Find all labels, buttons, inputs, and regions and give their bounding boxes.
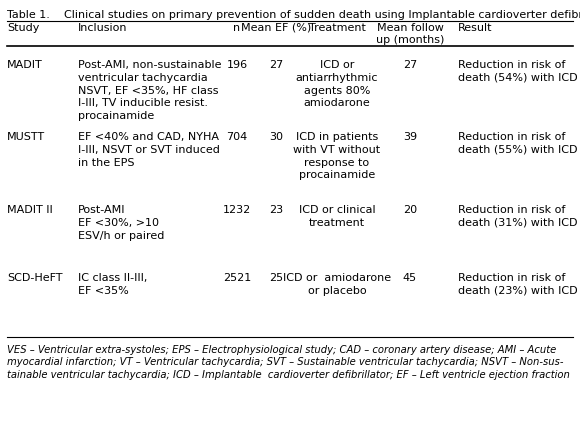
Text: Study: Study: [7, 23, 39, 33]
Text: 45: 45: [403, 272, 417, 283]
Text: IC class II-III,
EF <35%: IC class II-III, EF <35%: [78, 272, 148, 295]
Text: 196: 196: [226, 60, 248, 70]
Text: Clinical studies on primary prevention of sudden death using Implantable cardiov: Clinical studies on primary prevention o…: [57, 10, 580, 20]
Text: MADIT: MADIT: [7, 60, 43, 70]
Text: n: n: [233, 23, 241, 33]
Text: 2521: 2521: [223, 272, 251, 283]
Text: 1232: 1232: [223, 205, 251, 215]
Text: 20: 20: [403, 205, 417, 215]
Text: Post-AMI
EF <30%, >10
ESV/h or paired: Post-AMI EF <30%, >10 ESV/h or paired: [78, 205, 165, 240]
Text: 23: 23: [269, 205, 283, 215]
Text: Reduction in risk of
death (31%) with ICD: Reduction in risk of death (31%) with IC…: [458, 205, 578, 227]
Text: Table 1.: Table 1.: [7, 10, 50, 20]
Text: VES – Ventricular extra-systoles; EPS – Electrophysiological study; CAD – corona: VES – Ventricular extra-systoles; EPS – …: [7, 344, 570, 379]
Text: ICD or
antiarrhythmic
agents 80%
amiodarone: ICD or antiarrhythmic agents 80% amiodar…: [296, 60, 378, 108]
Text: EF <40% and CAD, NYHA
I-III, NSVT or SVT induced
in the EPS: EF <40% and CAD, NYHA I-III, NSVT or SVT…: [78, 132, 220, 167]
Text: MADIT II: MADIT II: [7, 205, 53, 215]
Text: 30: 30: [269, 132, 283, 141]
Text: Mean EF (%): Mean EF (%): [241, 23, 311, 33]
Text: 25: 25: [269, 272, 283, 283]
Text: ICD in patients
with VT without
response to
procainamide: ICD in patients with VT without response…: [293, 132, 380, 180]
Text: Reduction in risk of
death (54%) with ICD: Reduction in risk of death (54%) with IC…: [458, 60, 578, 83]
Text: Mean follow
up (months): Mean follow up (months): [376, 23, 444, 44]
Text: Result: Result: [458, 23, 492, 33]
Text: Inclusion: Inclusion: [78, 23, 128, 33]
Text: 39: 39: [403, 132, 417, 141]
Text: ICD or clinical
treatment: ICD or clinical treatment: [299, 205, 375, 227]
Text: MUSTT: MUSTT: [7, 132, 45, 141]
Text: ICD or  amiodarone
or placebo: ICD or amiodarone or placebo: [283, 272, 391, 295]
Text: 27: 27: [403, 60, 417, 70]
Text: SCD-HeFT: SCD-HeFT: [7, 272, 63, 283]
Text: Reduction in risk of
death (55%) with ICD: Reduction in risk of death (55%) with IC…: [458, 132, 578, 154]
Text: Post-AMI, non-sustainable
ventricular tachycardia
NSVT, EF <35%, HF class
I-III,: Post-AMI, non-sustainable ventricular ta…: [78, 60, 222, 121]
Text: Treatment: Treatment: [309, 23, 365, 33]
Text: 27: 27: [269, 60, 283, 70]
Text: Reduction in risk of
death (23%) with ICD: Reduction in risk of death (23%) with IC…: [458, 272, 578, 295]
Text: 704: 704: [226, 132, 248, 141]
